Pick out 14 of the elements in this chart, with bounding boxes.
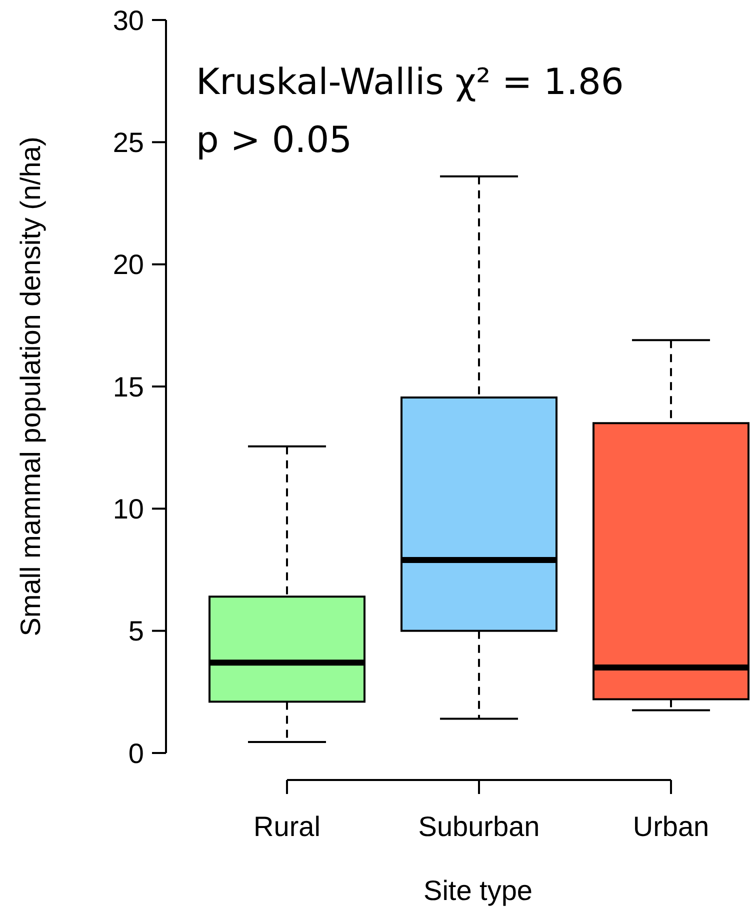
y-tick-label: 10 bbox=[112, 493, 144, 524]
y-tick-label: 15 bbox=[112, 371, 144, 402]
y-axis-title: Small mammal population density (n/ha) bbox=[15, 136, 46, 636]
annotation: Kruskal-Wallis χ² = 1.86 bbox=[196, 62, 624, 103]
x-tick-label: Rural bbox=[254, 811, 320, 842]
x-tick-label: Urban bbox=[632, 811, 710, 842]
x-tick-label: Suburban bbox=[418, 811, 540, 842]
y-tick-label: 0 bbox=[128, 738, 144, 769]
y-tick-label: 20 bbox=[112, 249, 144, 280]
y-tick-label: 5 bbox=[128, 616, 144, 647]
annotation: p > 0.05 bbox=[196, 120, 352, 161]
y-tick-label: 30 bbox=[112, 4, 144, 36]
y-tick-label: 25 bbox=[112, 126, 144, 158]
x-axis-title: Site type bbox=[424, 875, 532, 906]
